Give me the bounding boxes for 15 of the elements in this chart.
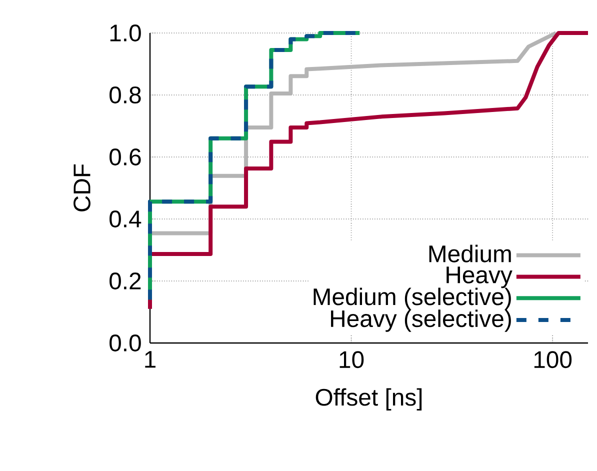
y-tick-label: 0.0 <box>110 334 141 352</box>
x-tick-label: 10 <box>340 351 364 368</box>
x-tick-label: 1 <box>145 351 156 368</box>
legend-label: Medium (selective) <box>314 288 511 310</box>
legend-label: Heavy <box>446 266 512 288</box>
y-tick-label: 0.6 <box>110 148 141 166</box>
y-tick-label: 0.8 <box>110 86 141 104</box>
y-tick-label: 0.4 <box>110 210 142 228</box>
x-axis-title: Offset [ns] <box>316 388 422 411</box>
y-axis-title: CDF <box>74 164 90 212</box>
legend-label: Medium <box>429 244 511 262</box>
x-tick-label: 100 <box>534 351 572 368</box>
legend-label: Heavy (selective) <box>331 310 511 332</box>
y-tick-label: 1.0 <box>110 24 141 42</box>
y-tick-label: 0.2 <box>110 272 141 290</box>
